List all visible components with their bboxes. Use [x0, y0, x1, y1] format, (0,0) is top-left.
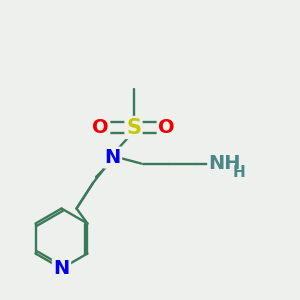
- Text: O: O: [158, 118, 175, 137]
- Text: H: H: [232, 165, 245, 180]
- Text: S: S: [126, 118, 141, 137]
- Text: NH: NH: [209, 154, 241, 173]
- Text: N: N: [104, 148, 121, 167]
- Text: N: N: [53, 259, 70, 278]
- Text: O: O: [92, 118, 109, 137]
